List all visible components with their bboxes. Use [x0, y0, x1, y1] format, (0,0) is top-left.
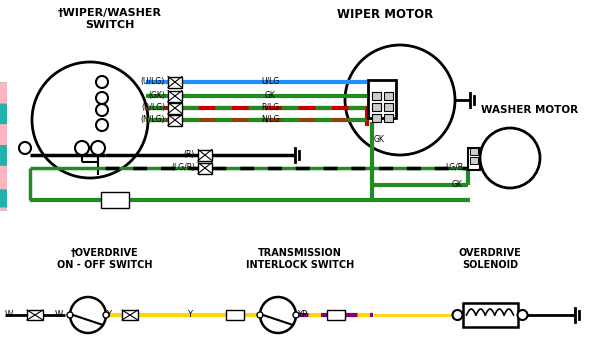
- Text: (B): (B): [184, 150, 195, 159]
- Text: W: W: [5, 310, 13, 319]
- Bar: [470, 157, 478, 164]
- Bar: [168, 103, 182, 113]
- Text: Y: Y: [106, 310, 111, 319]
- Text: Y: Y: [187, 310, 193, 319]
- Text: (U/LG): (U/LG): [141, 77, 165, 86]
- Bar: [27, 310, 43, 320]
- Circle shape: [103, 312, 109, 318]
- Circle shape: [96, 104, 108, 116]
- Text: YP: YP: [297, 310, 307, 319]
- Bar: [198, 162, 212, 174]
- Bar: [226, 310, 244, 320]
- Text: LG/B: LG/B: [445, 163, 463, 172]
- Circle shape: [257, 312, 263, 318]
- Text: WIPER MOTOR: WIPER MOTOR: [337, 8, 433, 21]
- Text: (N/LG): (N/LG): [140, 115, 165, 124]
- Text: WASHER MOTOR: WASHER MOTOR: [481, 105, 578, 115]
- Bar: [122, 310, 138, 320]
- Circle shape: [96, 119, 108, 131]
- Bar: [327, 310, 345, 320]
- Circle shape: [91, 141, 105, 155]
- Bar: [384, 114, 393, 122]
- Circle shape: [67, 312, 73, 318]
- Bar: [372, 103, 381, 111]
- Bar: [463, 303, 517, 327]
- Text: GK: GK: [374, 135, 385, 145]
- Text: U/LG: U/LG: [261, 77, 279, 86]
- Text: (GK): (GK): [148, 91, 165, 100]
- Bar: [384, 92, 393, 100]
- Bar: [168, 91, 182, 102]
- Circle shape: [293, 312, 299, 318]
- Circle shape: [452, 310, 463, 320]
- Circle shape: [345, 45, 455, 155]
- Bar: [168, 77, 182, 88]
- Circle shape: [70, 297, 106, 333]
- Bar: [384, 103, 393, 111]
- Text: †OVERDRIVE
ON - OFF SWITCH: †OVERDRIVE ON - OFF SWITCH: [57, 248, 153, 270]
- Circle shape: [19, 142, 31, 154]
- Circle shape: [517, 310, 527, 320]
- Circle shape: [75, 141, 89, 155]
- Circle shape: [96, 76, 108, 88]
- Text: W: W: [55, 310, 63, 319]
- Circle shape: [96, 92, 108, 104]
- Bar: [372, 114, 381, 122]
- Text: GK: GK: [452, 180, 463, 189]
- Bar: [198, 149, 212, 161]
- Bar: [101, 192, 129, 208]
- Text: R/LG: R/LG: [261, 103, 279, 112]
- Text: (R/LG): (R/LG): [141, 103, 165, 112]
- Text: (LG/B): (LG/B): [171, 163, 195, 172]
- Bar: [168, 114, 182, 126]
- Text: †WIPER/WASHER
SWITCH: †WIPER/WASHER SWITCH: [58, 8, 162, 30]
- Text: GK: GK: [265, 91, 275, 100]
- Circle shape: [480, 128, 540, 188]
- Text: OVERDRIVE
SOLENOID: OVERDRIVE SOLENOID: [458, 248, 521, 270]
- Circle shape: [260, 297, 296, 333]
- Bar: [372, 92, 381, 100]
- Text: TRANSMISSION
INTERLOCK SWITCH: TRANSMISSION INTERLOCK SWITCH: [246, 248, 354, 270]
- Bar: [470, 148, 478, 155]
- Circle shape: [32, 62, 148, 178]
- Bar: [368, 80, 396, 118]
- Text: N/LG: N/LG: [261, 115, 279, 124]
- Bar: [468, 148, 480, 170]
